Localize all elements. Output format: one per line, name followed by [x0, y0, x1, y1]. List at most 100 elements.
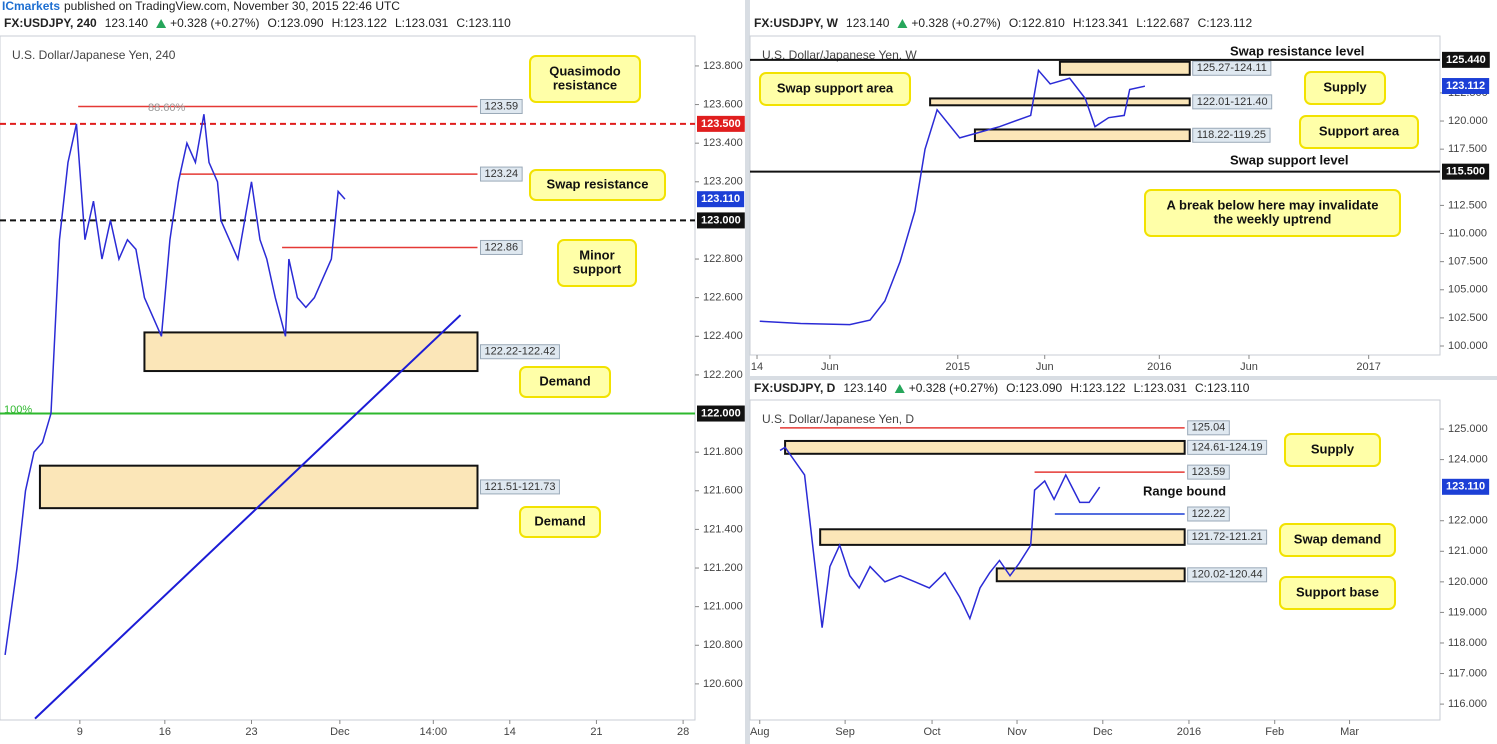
- y-tick-label: 122.600: [703, 292, 743, 304]
- header-symbol: FX:USDJPY, 240: [4, 16, 97, 30]
- y-tick-label: 105.000: [1448, 284, 1488, 296]
- annotation: 88.60%: [148, 102, 186, 114]
- callout-text: Demand: [534, 513, 585, 528]
- level-label-box: [1192, 127, 1271, 143]
- price-line: [779, 446, 1101, 628]
- last-price-box: [1442, 478, 1490, 495]
- header-high: H:123.122: [332, 16, 388, 30]
- x-tick-label: 2016: [1147, 361, 1171, 373]
- y-tick-label: 117.500: [1448, 143, 1487, 155]
- header-high: H:123.122: [1070, 381, 1126, 395]
- x-tick-label: 28: [677, 726, 689, 738]
- header-change: +0.328 (+0.27%): [911, 16, 1000, 30]
- x-tick-label: 2017: [1356, 361, 1380, 373]
- x-tick-label: Dec: [1093, 726, 1113, 738]
- x-tick-label: Jun: [1240, 361, 1258, 373]
- header-open: O:123.090: [1006, 381, 1062, 395]
- y-tick-label: 121.800: [703, 446, 743, 458]
- callout-text: resistance: [553, 77, 617, 92]
- annotation: Range bound: [1143, 483, 1226, 498]
- header-last: 123.140: [105, 16, 149, 30]
- x-tick-label: Feb: [1265, 726, 1284, 738]
- callout-text: Support base: [1296, 584, 1379, 599]
- panel-divider: [750, 376, 1497, 380]
- axis-level-label: 123.000: [701, 214, 741, 226]
- callout-box: [519, 366, 611, 398]
- axis-level-box: [1442, 51, 1490, 68]
- level-label-box: [1187, 506, 1230, 522]
- callout-text: support: [573, 261, 622, 276]
- callout-box: [529, 169, 666, 201]
- y-tick-label: 122.200: [703, 369, 743, 381]
- y-tick-label: 120.000: [1448, 576, 1488, 588]
- axis-level-box: [697, 405, 745, 422]
- level-label-box: [479, 479, 560, 495]
- x-tick-label: Sep: [835, 726, 855, 738]
- header-open: O:122.810: [1009, 16, 1065, 30]
- axis-level-label: 115.500: [1446, 166, 1485, 178]
- callout-text: Support area: [1319, 123, 1400, 138]
- published: published on TradingView.com, November 3…: [64, 0, 400, 13]
- x-tick-label: Oct: [923, 726, 940, 738]
- panel-title: U.S. Dollar/Japanese Yen, W: [762, 48, 917, 62]
- callout-box: [529, 55, 641, 103]
- panel-title: U.S. Dollar/Japanese Yen, 240: [12, 48, 176, 62]
- callout-text: Demand: [539, 373, 590, 388]
- level-label: 123.59: [484, 100, 518, 112]
- zone: [819, 528, 1186, 546]
- level-label-box: [1187, 439, 1268, 455]
- callout-box: [557, 239, 637, 287]
- up-arrow: [156, 19, 167, 28]
- axis-level-label: 123.500: [701, 118, 741, 130]
- zone: [784, 439, 1186, 455]
- y-tick-label: 122.400: [703, 330, 743, 342]
- callout-box: [1304, 71, 1386, 105]
- y-tick-label: 116.000: [1448, 698, 1487, 710]
- level-label-box: [1187, 529, 1268, 545]
- level-label: 122.22: [1192, 508, 1226, 520]
- level-label-box: [1187, 464, 1230, 480]
- header-low: L:122.687: [1136, 16, 1190, 30]
- x-tick-label: Mar: [1340, 726, 1359, 738]
- y-tick-label: 120.600: [703, 678, 743, 690]
- annotation: 100%: [4, 404, 32, 416]
- publisher[interactable]: ICmarkets: [2, 0, 60, 13]
- level-label: 124.61-124.19: [1192, 441, 1263, 453]
- level-label: 123.59: [1192, 466, 1226, 478]
- y-tick-label: 122.800: [703, 253, 743, 265]
- level-label: 118.22-119.25: [1197, 129, 1266, 141]
- level-label: 122.22-122.42: [484, 346, 555, 358]
- level-label: 121.51-121.73: [484, 481, 555, 493]
- callout-box: [1299, 115, 1419, 149]
- last-price-label: 123.112: [1446, 80, 1485, 92]
- header-change: +0.328 (+0.27%): [170, 16, 259, 30]
- trendline: [34, 314, 462, 720]
- axis-level-label: 125.440: [1446, 54, 1486, 66]
- y-tick-label: 120.800: [703, 639, 743, 651]
- y-tick-label: 123.200: [703, 176, 743, 188]
- y-tick-label: 110.000: [1448, 227, 1487, 239]
- x-tick-label: 2016: [1177, 726, 1201, 738]
- callout-text: Swap resistance: [547, 176, 649, 191]
- y-tick-label: 119.000: [1448, 606, 1487, 618]
- level-label-box: [479, 239, 523, 255]
- x-tick-label: 21: [590, 726, 602, 738]
- zone: [38, 464, 479, 510]
- header-close: C:123.112: [1198, 16, 1253, 30]
- level-label-box: [479, 344, 560, 360]
- level-label: 121.72-121.21: [1192, 531, 1263, 543]
- header-open: O:123.090: [268, 16, 324, 30]
- level-label: 120.02-120.44: [1192, 569, 1263, 581]
- y-tick-label: 100.000: [1448, 340, 1488, 352]
- x-tick-label: 14: [751, 361, 763, 373]
- callout-text: the weekly uptrend: [1214, 211, 1332, 226]
- callout-box: [759, 72, 911, 106]
- panel-title: U.S. Dollar/Japanese Yen, D: [762, 412, 914, 426]
- header-close: C:123.110: [456, 16, 511, 30]
- y-tick-label: 121.000: [703, 601, 743, 613]
- x-tick-label: 14: [504, 726, 516, 738]
- header-low: L:123.031: [395, 16, 449, 30]
- up-arrow: [894, 384, 905, 393]
- callout-box: [1284, 433, 1381, 467]
